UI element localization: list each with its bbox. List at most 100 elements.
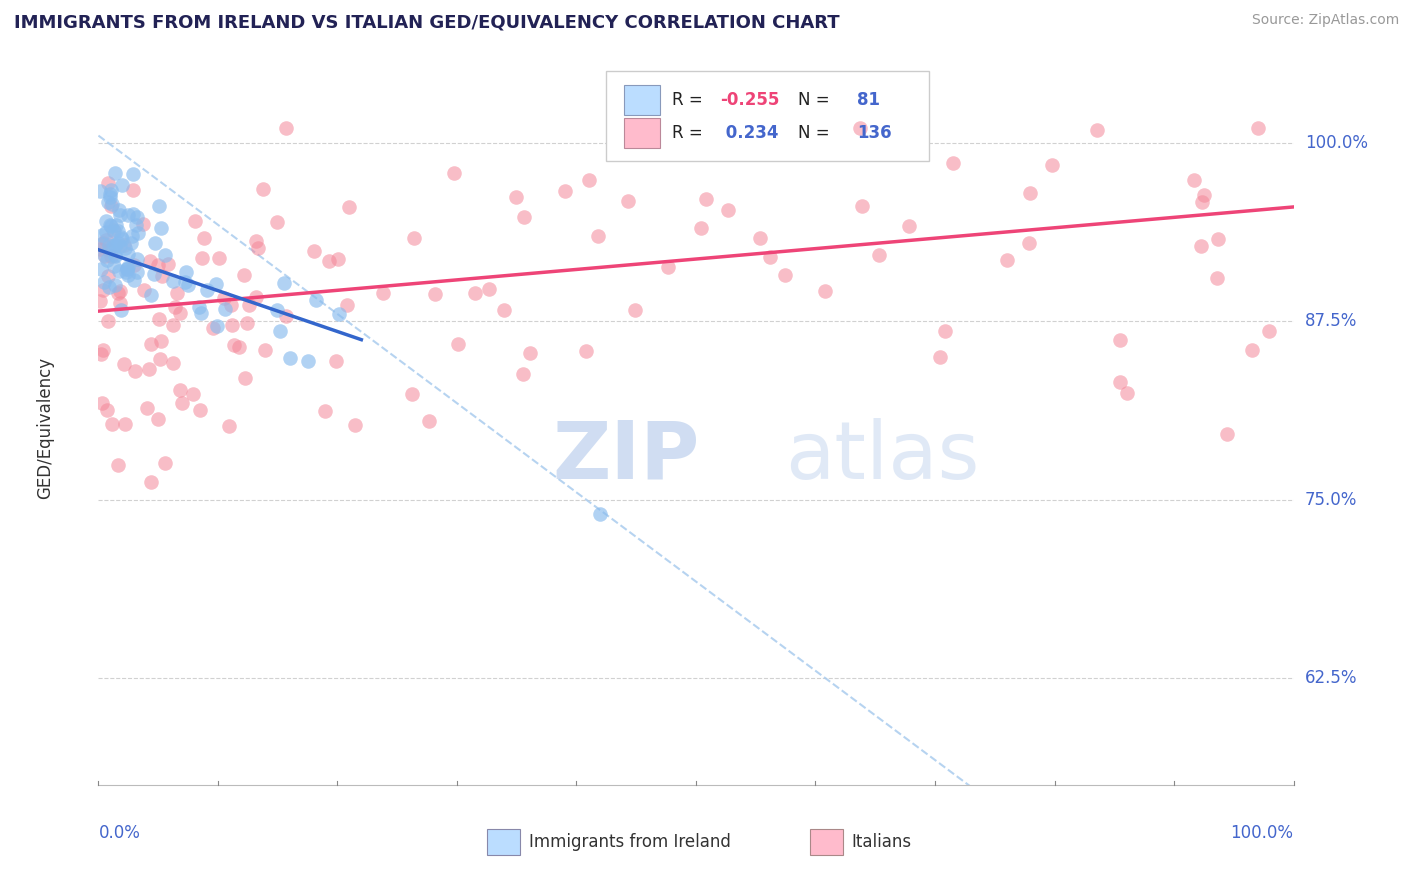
Point (418, 413, 440, 427)
Point (868, 248, 890, 262)
Point (1194, 187, 1216, 202)
Point (657, 260, 679, 274)
Point (851, 199, 873, 213)
Point (103, 237, 125, 252)
Point (103, 224, 125, 238)
FancyBboxPatch shape (624, 119, 661, 148)
Point (139, 288, 162, 302)
Point (97, 244, 120, 258)
Point (150, 334, 173, 348)
Text: R =: R = (672, 125, 709, 143)
Point (107, 236, 129, 251)
Point (153, 456, 176, 470)
Point (1206, 232, 1229, 246)
Point (100, 249, 122, 263)
Point (995, 252, 1018, 267)
Point (228, 340, 250, 354)
Point (121, 228, 143, 243)
Point (212, 291, 235, 305)
Point (318, 254, 340, 268)
Point (110, 229, 132, 244)
Point (336, 298, 359, 312)
Point (115, 261, 138, 276)
Point (505, 190, 527, 204)
Point (184, 213, 207, 227)
Text: 0.234: 0.234 (720, 125, 779, 143)
Point (162, 274, 184, 288)
Point (929, 350, 952, 364)
Point (127, 265, 149, 279)
Point (146, 411, 169, 425)
Point (1042, 158, 1064, 172)
Text: 81: 81 (858, 91, 880, 109)
Point (238, 298, 260, 312)
Point (245, 290, 267, 304)
Point (274, 121, 297, 136)
Point (124, 258, 146, 272)
Point (97, 314, 120, 328)
Point (90, 347, 112, 361)
Point (110, 302, 132, 317)
Point (114, 417, 136, 431)
Text: Italians: Italians (852, 833, 911, 851)
Point (122, 273, 145, 287)
Point (236, 317, 259, 331)
Point (269, 324, 291, 338)
Point (91, 228, 114, 243)
Point (162, 318, 184, 332)
Point (447, 336, 470, 351)
Point (252, 182, 274, 196)
Text: Immigrants from Ireland: Immigrants from Ireland (529, 833, 731, 851)
Point (519, 346, 541, 360)
Point (110, 239, 132, 253)
Point (205, 319, 228, 334)
Text: Source: ZipAtlas.com: Source: ZipAtlas.com (1251, 13, 1399, 28)
Point (104, 248, 127, 262)
Point (339, 201, 361, 215)
Point (125, 252, 148, 267)
Point (108, 296, 131, 310)
Point (132, 218, 155, 232)
Point (689, 221, 711, 235)
Point (104, 239, 127, 253)
Point (276, 309, 298, 323)
Text: 62.5%: 62.5% (1305, 669, 1357, 687)
Point (117, 268, 139, 282)
Point (115, 262, 138, 277)
Point (371, 286, 394, 301)
Point (219, 298, 242, 312)
Point (717, 202, 740, 217)
Point (814, 285, 837, 299)
Point (101, 196, 124, 211)
Point (328, 308, 350, 322)
Point (1240, 343, 1263, 358)
Text: N =: N = (797, 91, 830, 109)
Point (107, 286, 129, 301)
Point (97, 268, 120, 283)
Text: 0.0%: 0.0% (98, 824, 141, 842)
Point (1257, 324, 1279, 338)
Point (169, 306, 191, 320)
Point (139, 254, 162, 268)
Point (117, 247, 139, 261)
Point (1116, 385, 1139, 400)
Point (96, 403, 118, 417)
Point (202, 321, 225, 335)
Text: ZIP: ZIP (553, 417, 700, 496)
Point (94, 249, 117, 263)
Point (165, 300, 187, 314)
Point (149, 221, 172, 235)
Point (96, 234, 118, 248)
Point (401, 387, 423, 401)
Point (174, 265, 197, 279)
Point (96, 226, 118, 240)
Point (589, 507, 612, 521)
Point (127, 226, 149, 240)
Point (107, 224, 129, 238)
Text: GED/Equivalency: GED/Equivalency (35, 357, 53, 500)
Point (148, 199, 170, 213)
Point (122, 207, 145, 221)
Point (617, 194, 640, 208)
Point (93, 275, 115, 289)
Point (1205, 270, 1227, 285)
